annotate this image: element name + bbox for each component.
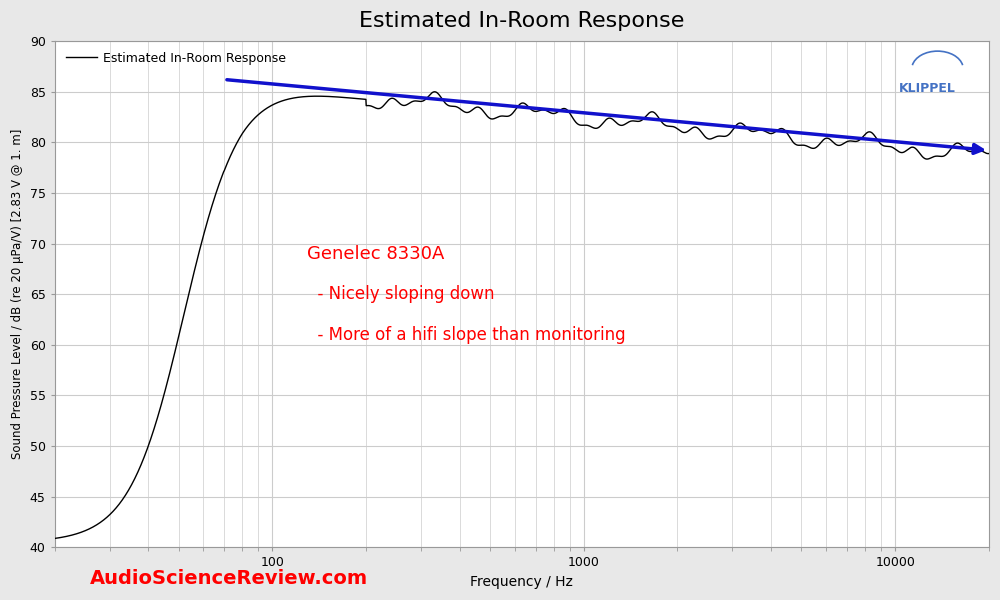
Estimated In-Room Response (429, 88, 441, 95)
Text: - More of a hifi slope than monitoring: - More of a hifi slope than monitoring (307, 326, 626, 344)
Estimated In-Room Response (983, 150, 995, 157)
Estimated In-Room Response (155, 401, 167, 409)
Legend: Estimated In-Room Response: Estimated In-Room Response (61, 47, 291, 70)
Estimated In-Room Response (864, 128, 876, 136)
Title: Estimated In-Room Response: Estimated In-Room Response (359, 11, 684, 31)
Text: KLIPPEL: KLIPPEL (899, 82, 956, 95)
Estimated In-Room Response (965, 148, 977, 155)
Text: AudioScienceReview.com: AudioScienceReview.com (90, 569, 368, 588)
Estimated In-Room Response (448, 103, 460, 110)
Line: Estimated In-Room Response: Estimated In-Room Response (55, 92, 989, 538)
Estimated In-Room Response (407, 98, 419, 105)
Y-axis label: Sound Pressure Level / dB (re 20 μPa/V) [2.83 V @ 1. m]: Sound Pressure Level / dB (re 20 μPa/V) … (11, 129, 24, 460)
Estimated In-Room Response (211, 188, 223, 195)
Text: Genelec 8330A: Genelec 8330A (307, 245, 444, 263)
X-axis label: Frequency / Hz: Frequency / Hz (470, 575, 573, 589)
Estimated In-Room Response (49, 535, 61, 542)
Text: - Nicely sloping down: - Nicely sloping down (307, 285, 494, 303)
